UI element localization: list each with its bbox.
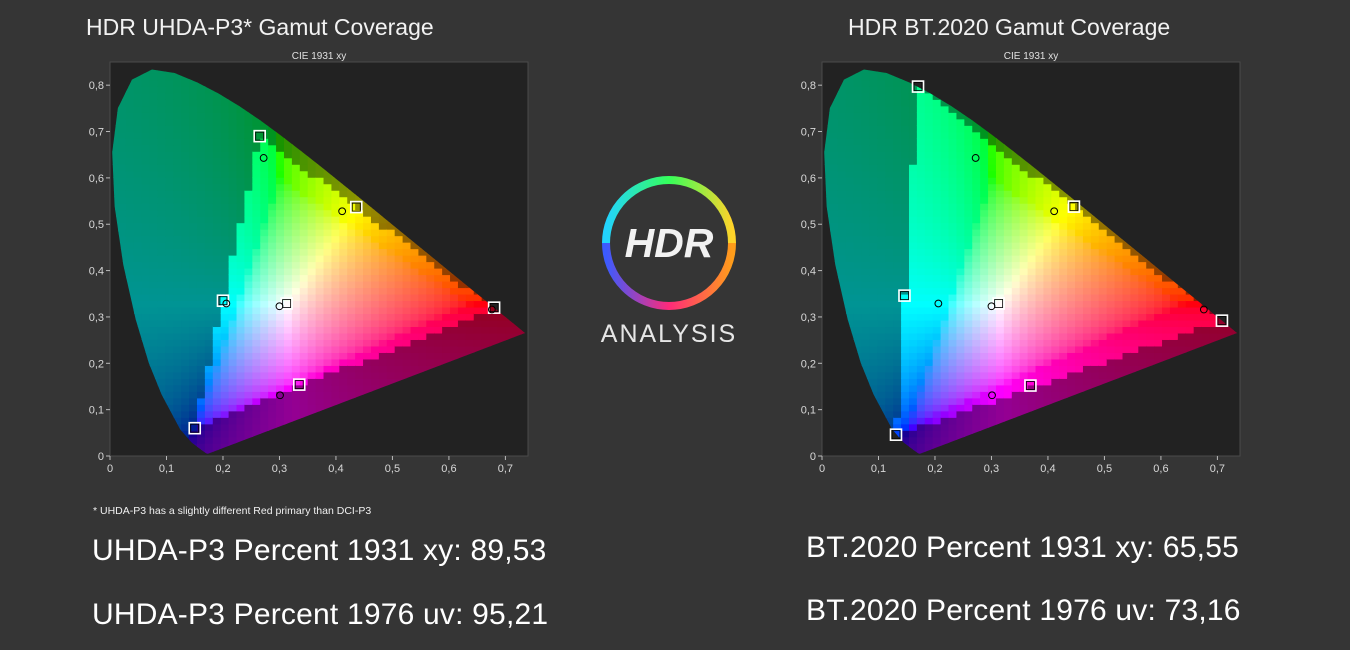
chart-subtitle: CIE 1931 xy xyxy=(1004,51,1058,62)
y-tick-label: 0 xyxy=(98,451,104,463)
uhda-p3-cie-chart: CIE 1931 xy 0 0,1 0,2 0,3 0,4 0,5 0,6 0,7 0 0,1 0,2… xyxy=(89,51,529,475)
y-tick-label: 0,5 xyxy=(89,219,104,231)
target-point-inner-6 xyxy=(294,380,304,390)
target-point-inner-3 xyxy=(282,299,292,308)
target-point-4 xyxy=(349,200,363,214)
hdr-analysis-ring-icon: HDR xyxy=(602,176,736,310)
x-tick-label: 0,2 xyxy=(215,463,230,475)
y-tick-label: 0,2 xyxy=(89,358,104,370)
measured-point-3 xyxy=(222,299,231,308)
y-tick-label: 0,3 xyxy=(801,312,816,324)
target-point-5 xyxy=(898,289,911,302)
hdr-badge-text: HDR xyxy=(625,220,714,266)
logo-caption: ANALYSIS xyxy=(600,320,738,348)
target-point-1 xyxy=(911,80,925,93)
y-tick-label: 0,5 xyxy=(801,219,816,231)
measured-point-2 xyxy=(1050,207,1059,216)
y-tick-label: 0,7 xyxy=(801,127,816,139)
target-point-inner-0 xyxy=(1217,316,1227,326)
target-point-0 xyxy=(1215,314,1229,327)
x-tick-label: 0,6 xyxy=(1153,463,1168,475)
measured-point-5 xyxy=(276,391,284,400)
y-tick-label: 0,6 xyxy=(89,173,104,185)
y-tick-label: 0,1 xyxy=(801,405,816,417)
uhda-footnote: * UHDA-P3 has a slightly different Red p… xyxy=(93,505,372,517)
x-tick-label: 0,5 xyxy=(1097,463,1112,475)
x-tick-label: 0,7 xyxy=(1210,463,1225,475)
uhda-percent-1976: UHDA-P3 Percent 1976 uv: 95,21 xyxy=(92,598,549,631)
y-tick-label: 0,2 xyxy=(801,358,816,370)
x-tick-label: 0,3 xyxy=(984,463,999,475)
bt2020-percent-1976: BT.2020 Percent 1976 uv: 73,16 xyxy=(806,594,1241,627)
x-tick-label: 0,2 xyxy=(927,463,942,475)
hdr-analysis-logo: HDR ANALYSIS xyxy=(596,170,742,350)
bt2020-cie-chart: CIE 1931 xy 0 0,1 0,2 0,3 0,4 0,5 0,6 0,7 0 0,1 0,2… xyxy=(801,51,1241,475)
y-tick-label: 0 xyxy=(810,451,816,463)
x-tick-label: 0,1 xyxy=(871,463,886,475)
target-point-6 xyxy=(292,378,306,391)
y-tick-label: 0,7 xyxy=(89,127,104,139)
x-tick-label: 0 xyxy=(819,463,825,475)
y-tick-label: 0,1 xyxy=(89,405,104,417)
target-point-6 xyxy=(1024,379,1037,392)
target-point-1 xyxy=(253,129,266,143)
x-tick-label: 0 xyxy=(107,463,113,475)
target-point-inner-4 xyxy=(1069,202,1079,212)
x-tick-label: 0,7 xyxy=(498,463,513,475)
target-point-inner-3 xyxy=(994,299,1004,308)
measured-point-1 xyxy=(259,154,268,162)
measured-point-0 xyxy=(487,305,496,314)
x-tick-label: 0,5 xyxy=(385,463,400,475)
target-point-4 xyxy=(1067,200,1081,213)
target-point-inner-5 xyxy=(900,291,909,301)
x-tick-label: 0,4 xyxy=(1040,463,1055,475)
target-point-2 xyxy=(188,421,202,435)
target-point-inner-2 xyxy=(190,423,200,433)
measured-point-3 xyxy=(934,299,943,308)
x-tick-label: 0,3 xyxy=(272,463,287,475)
x-tick-label: 0,1 xyxy=(159,463,174,475)
chart-subtitle: CIE 1931 xy xyxy=(292,51,346,62)
bt2020-percent-1931: BT.2020 Percent 1931 xy: 65,55 xyxy=(806,531,1239,564)
measured-point-1 xyxy=(971,154,980,162)
measured-point-4 xyxy=(987,302,996,311)
y-tick-label: 0,8 xyxy=(89,80,104,92)
x-tick-label: 0,4 xyxy=(328,463,343,475)
y-tick-label: 0,4 xyxy=(801,266,816,278)
left-chart-title: HDR UHDA-P3* Gamut Coverage xyxy=(86,14,434,40)
y-tick-label: 0,3 xyxy=(89,312,104,324)
target-point-2 xyxy=(889,428,903,441)
measured-point-4 xyxy=(275,302,284,311)
x-tick-label: 0,6 xyxy=(441,463,456,475)
target-point-inner-1 xyxy=(255,131,265,141)
measured-point-2 xyxy=(338,207,347,216)
right-chart-title: HDR BT.2020 Gamut Coverage xyxy=(848,14,1171,40)
uhda-percent-1931: UHDA-P3 Percent 1931 xy: 89,53 xyxy=(92,534,547,567)
measured-point-0 xyxy=(1199,305,1208,314)
y-tick-label: 0,4 xyxy=(89,266,104,278)
target-point-inner-1 xyxy=(913,82,923,91)
y-tick-label: 0,6 xyxy=(801,173,816,185)
target-point-inner-6 xyxy=(1026,381,1035,390)
target-point-inner-4 xyxy=(351,202,361,212)
y-tick-label: 0,8 xyxy=(801,80,816,92)
measured-point-5 xyxy=(988,391,996,400)
target-point-inner-2 xyxy=(891,430,901,440)
